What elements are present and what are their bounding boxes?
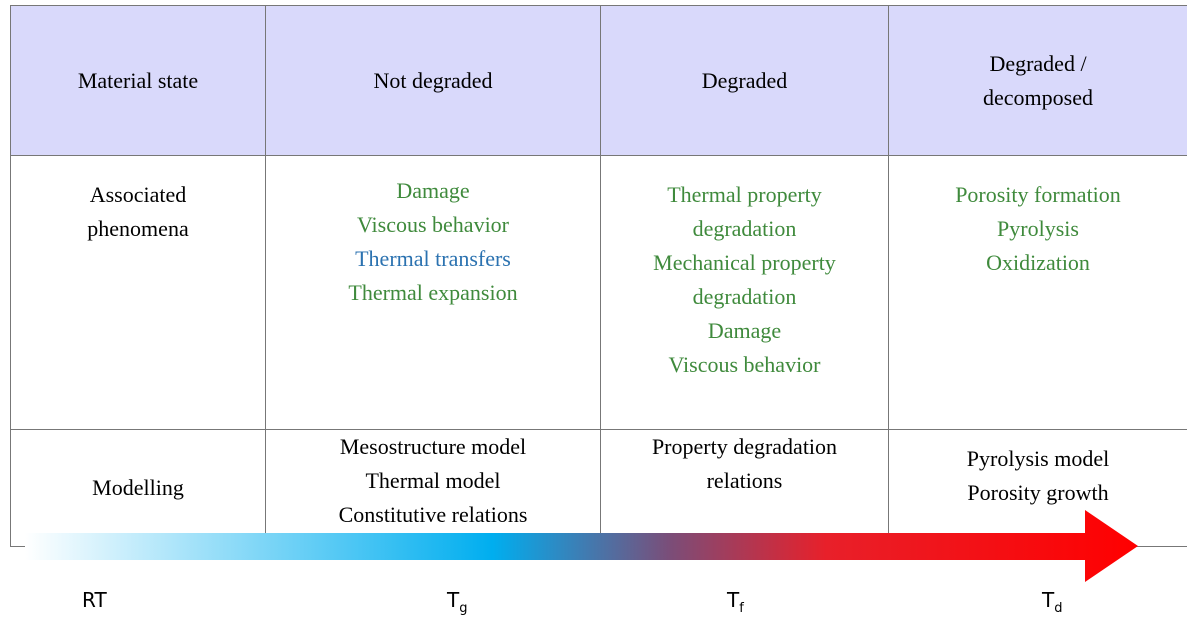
modelling-row: Modelling Mesostructure model Thermal mode…: [10, 429, 1187, 547]
phenomenon: Oxidization: [986, 250, 1090, 275]
phenomenon: Thermal transfers: [355, 246, 511, 271]
temperature-sub: f: [739, 601, 744, 616]
header-cell: Degraded / decomposed: [888, 5, 1187, 156]
temperature-label: Td: [1042, 588, 1062, 616]
row-label: Modelling: [92, 475, 184, 500]
model: Pyrolysis model: [966, 446, 1110, 471]
modelling-cell: Pyrolysis model Porosity growth: [888, 429, 1187, 547]
header-text: Degraded: [701, 67, 788, 93]
phenomenon: Thermal property degradation: [667, 182, 822, 241]
header-text: Material state: [77, 67, 199, 93]
temperature-main: T: [727, 588, 740, 612]
modelling-cell: Property degradation relations: [600, 429, 889, 547]
model: Constitutive relations: [338, 502, 528, 527]
temperature-label: Tf: [727, 588, 744, 616]
phenomenon: Porosity formation: [955, 182, 1121, 207]
row-label-cell: Modelling: [10, 429, 266, 547]
phenomena-cell: Porosity formation Pyrolysis Oxidization: [888, 155, 1187, 430]
temperature-sub: g: [459, 601, 468, 616]
row-label: Associated phenomena: [87, 182, 189, 241]
phenomenon: Mechanical property degradation: [653, 250, 836, 309]
modelling-cell: Mesostructure model Thermal model Constitu…: [265, 429, 601, 547]
state-table: Material state Not degraded Degraded Degrad…: [10, 5, 1187, 547]
header-text: Degraded / decomposed: [983, 50, 1093, 110]
header-row: Material state Not degraded Degraded Degrad…: [10, 5, 1187, 156]
temperature-sub: d: [1054, 601, 1063, 616]
row-label-cell: Associated phenomena: [10, 155, 266, 430]
temperature-label: Tg: [447, 588, 467, 616]
model: Property degradation relations: [651, 434, 838, 493]
model: Porosity growth: [967, 480, 1109, 505]
model: Thermal model: [365, 468, 501, 493]
phenomena-cell: Thermal property degradation Mechanical p…: [600, 155, 889, 430]
header-cell: Not degraded: [265, 5, 601, 156]
phenomenon: Viscous behavior: [356, 212, 510, 237]
temperature-label: RT: [82, 588, 107, 612]
phenomenon: Viscous behavior: [668, 352, 821, 377]
temperature-main: T: [1042, 588, 1055, 612]
temperature-main: RT: [82, 588, 107, 612]
header-text: Not degraded: [373, 67, 493, 93]
header-cell: Degraded: [600, 5, 889, 156]
model: Mesostructure model: [339, 434, 527, 459]
phenomena-cell: Damage Viscous behavior Thermal transfers T…: [265, 155, 601, 430]
phenomenon: Damage: [396, 178, 470, 203]
phenomenon: Pyrolysis: [997, 216, 1079, 241]
phenomena-row: Associated phenomena Damage Viscous behavi…: [10, 155, 1187, 430]
phenomenon: Thermal expansion: [348, 280, 518, 305]
header-cell: Material state: [10, 5, 266, 156]
temperature-main: T: [447, 588, 460, 612]
phenomenon: Damage: [707, 318, 782, 343]
